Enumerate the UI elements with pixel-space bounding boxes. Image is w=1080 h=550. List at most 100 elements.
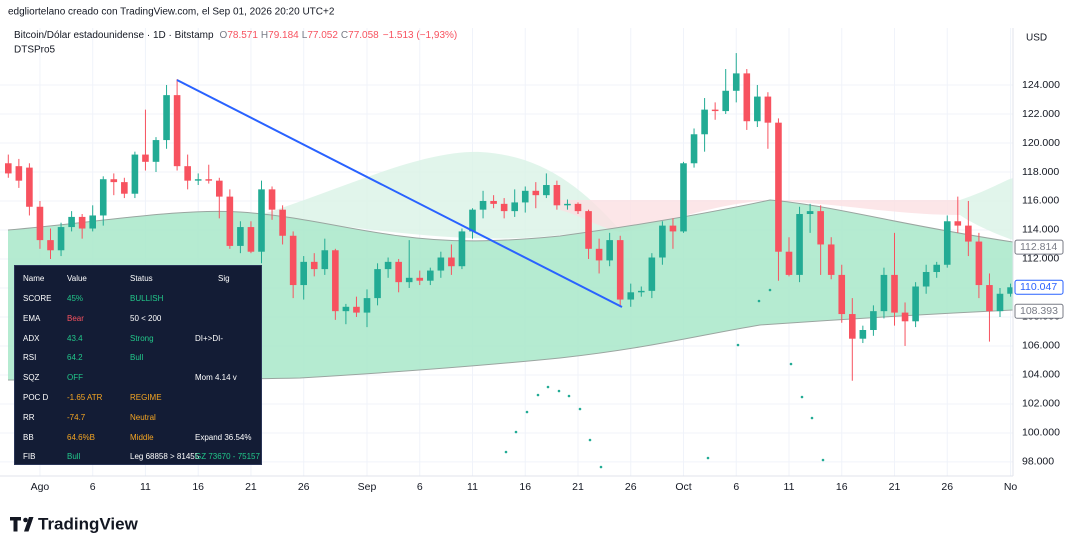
candle-body — [732, 73, 740, 91]
x-tick-label: No — [1004, 481, 1018, 493]
candle-body — [564, 203, 571, 206]
table-cell: EMA — [23, 313, 41, 323]
candle-body — [543, 185, 550, 196]
candle-body — [427, 270, 434, 281]
x-tick-label: 6 — [417, 481, 423, 493]
candle-body — [606, 240, 613, 261]
x-tick-label: 6 — [90, 481, 96, 493]
table-cell: 64.2 — [67, 353, 83, 363]
y-tick-label: 100.000 — [1022, 427, 1060, 439]
table-cell: -1.65 ATR — [67, 393, 103, 402]
candle-body — [996, 293, 1004, 312]
candle-body — [1007, 287, 1013, 294]
candle-body — [479, 200, 487, 210]
x-tick-label: 21 — [572, 481, 584, 493]
x-tick-label: 26 — [298, 481, 310, 493]
y-tick-label: 106.000 — [1022, 340, 1060, 352]
table-cell: BB — [23, 432, 34, 442]
y-tick-label: 104.000 — [1022, 369, 1060, 381]
table-cell: Bull — [130, 353, 144, 363]
table-cell: 50 < 200 — [130, 313, 162, 323]
candle-body — [131, 154, 139, 194]
candle-body — [659, 225, 666, 258]
candle-body — [849, 314, 856, 339]
candle-body — [279, 209, 286, 236]
table-cell: -74.7 — [67, 412, 86, 422]
candle-body — [965, 225, 972, 242]
candle-body — [152, 140, 160, 162]
x-tick-label: 21 — [245, 481, 257, 493]
table-cell: Mom 4.14 v — [195, 373, 237, 383]
candle-body — [163, 95, 170, 141]
candle-body — [448, 257, 455, 267]
y-tick-label: 124.000 — [1022, 79, 1060, 91]
candle-body — [68, 216, 75, 228]
price-label-box — [1014, 303, 1064, 319]
x-tick-label: 6 — [733, 481, 739, 493]
candle-body — [870, 311, 877, 331]
candle-body — [332, 250, 339, 312]
price-label: 112.814 — [1020, 241, 1057, 253]
y-tick-label: 116.000 — [1022, 195, 1059, 207]
candle-body — [880, 274, 888, 312]
table-cell: Bear — [67, 313, 84, 323]
x-tick-label: 16 — [519, 481, 531, 493]
candle-body — [353, 306, 360, 313]
table-cell: GZ 73670 - 75157 — [195, 452, 260, 462]
candle-body — [838, 274, 846, 315]
candle-body — [616, 240, 624, 300]
table-header: Sig — [218, 274, 230, 283]
x-tick-label: 26 — [625, 481, 637, 493]
y-tick-label: 114.000 — [1022, 224, 1059, 236]
candle-body — [775, 122, 782, 252]
candle-body — [806, 211, 814, 215]
x-tick-label: Sep — [358, 481, 377, 493]
table-cell: 64.6%B — [67, 432, 96, 442]
ohlc-key: L — [302, 30, 308, 41]
candle-body — [216, 180, 223, 197]
candle-body — [15, 166, 23, 181]
ohlc-change: −1.513 (−1,93%) — [383, 30, 458, 41]
candle-body — [754, 96, 761, 122]
candle-body — [943, 221, 951, 265]
candle-body — [289, 235, 297, 286]
candle-body — [300, 261, 307, 286]
candle-body — [722, 90, 729, 112]
table-cell: Strong — [130, 333, 154, 343]
candle-body — [184, 166, 191, 181]
candle-body — [321, 250, 329, 270]
table-cell: Bull — [67, 452, 81, 462]
price-label: 110.047 — [1020, 281, 1057, 293]
table-header: Name — [23, 274, 45, 283]
candle-body — [247, 227, 255, 252]
candle-body — [933, 264, 940, 273]
y-tick-label: 122.000 — [1022, 108, 1060, 120]
candle-body — [690, 134, 698, 164]
candle-body — [827, 244, 835, 275]
table-cell: RSI — [23, 353, 37, 363]
candle-body — [595, 248, 603, 261]
candle-body — [36, 206, 44, 241]
table-cell: 43.4 — [67, 333, 83, 343]
candle-body — [121, 182, 128, 194]
table-cell: Middle — [130, 432, 154, 442]
table-cell: SCORE — [23, 294, 52, 303]
candle-body — [521, 190, 529, 203]
candle-body — [5, 163, 12, 174]
ohlc-key: O — [220, 30, 228, 41]
candle-body — [490, 200, 497, 204]
table-cell: BULLISH — [130, 294, 164, 303]
candle-body — [405, 277, 413, 283]
candle-body — [226, 196, 234, 246]
y-tick-label: 118.000 — [1022, 166, 1059, 178]
indicator-name: DTSPro5 — [14, 45, 56, 56]
candle-body — [469, 209, 476, 232]
candle-body — [743, 73, 751, 122]
table-cell: FIB — [23, 452, 36, 462]
candle-body — [574, 203, 582, 212]
candle-body — [669, 225, 677, 232]
table-cell: DI+>DI- — [195, 333, 224, 343]
y-tick-label: 112.000 — [1022, 253, 1059, 265]
candle-body — [437, 257, 445, 271]
candle-body — [975, 241, 983, 286]
